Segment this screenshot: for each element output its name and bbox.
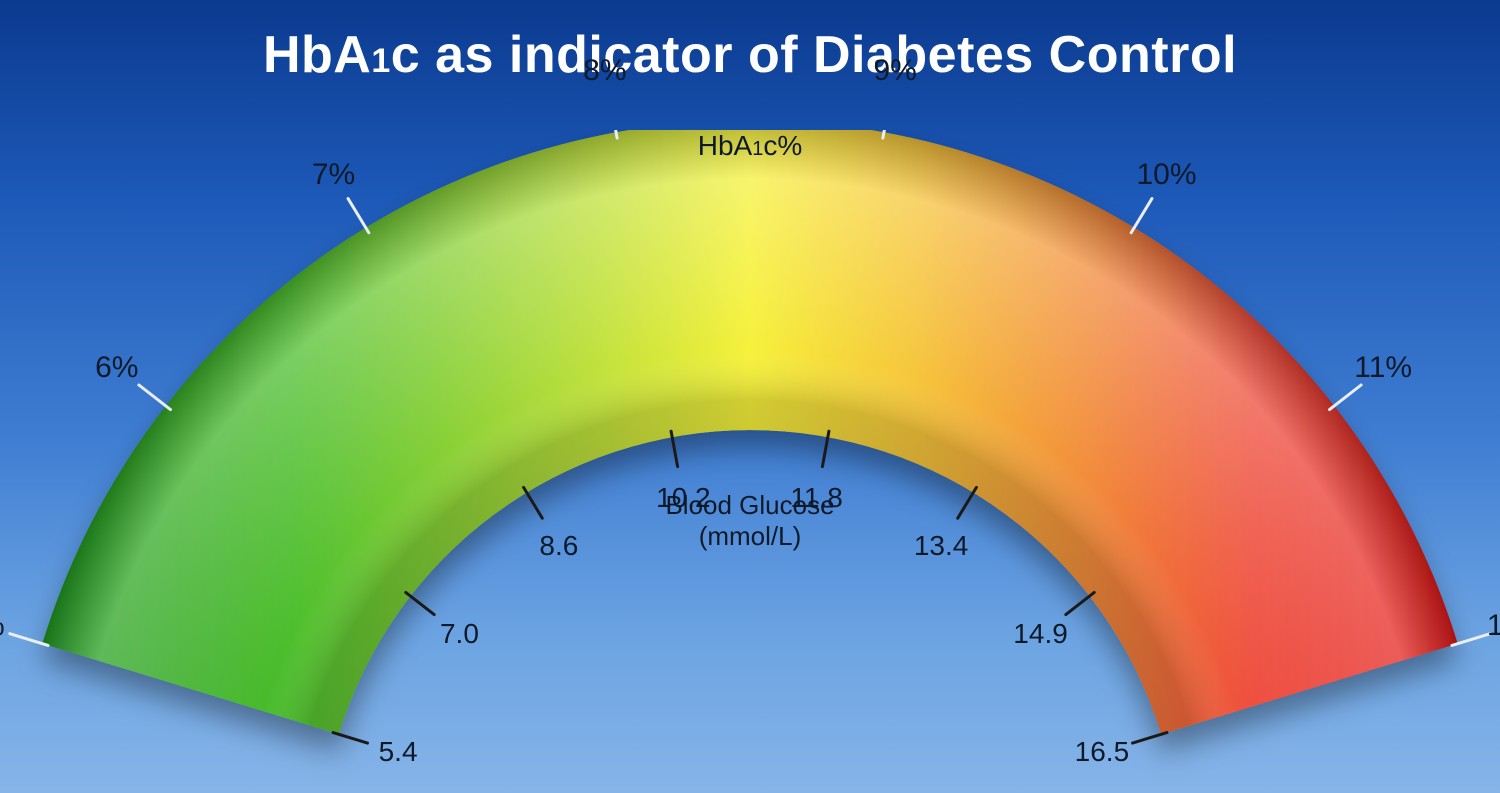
tick-outer [1330, 385, 1362, 410]
mmol-label: 11.8 [790, 482, 842, 514]
tick-inner [333, 733, 367, 744]
pct-label: 10% [1136, 158, 1196, 192]
pct-label: 6% [95, 351, 138, 385]
tick-inner [1066, 592, 1094, 614]
mmol-label: 5.4 [379, 736, 418, 768]
tick-outer [348, 199, 369, 233]
tick-outer [10, 634, 48, 646]
gauge-area: HbA1c% Blood Glucose (mmol/L) 5%5.46%7.0… [0, 130, 1500, 790]
mmol-label: 8.6 [539, 530, 578, 562]
title-part-1: HbA [263, 26, 371, 84]
pct-label: 5% [0, 609, 5, 643]
gauge-shade [42, 130, 1457, 734]
top-axis-subscript: 1 [752, 138, 763, 160]
tick-outer [1452, 634, 1490, 646]
tick-inner [524, 487, 543, 518]
mmol-label: 13.4 [914, 530, 969, 562]
mmol-label: 7.0 [440, 618, 479, 650]
title-part-2: c as indicator of Diabetes Control [391, 26, 1237, 84]
mmol-label: 14.9 [1013, 618, 1068, 650]
title-subscript: 1 [371, 42, 390, 80]
tick-inner [406, 592, 434, 614]
top-axis-part-2: c% [763, 130, 802, 161]
bottom-axis-line2: (mmol/L) [665, 521, 834, 552]
tick-outer [139, 385, 171, 410]
mmol-label: 16.5 [1075, 736, 1130, 768]
pct-label: 9% [873, 54, 916, 88]
tick-inner [958, 487, 977, 518]
mmol-label: 10.2 [656, 482, 711, 514]
pct-label: 12% [1487, 609, 1500, 643]
tick-outer [1131, 199, 1152, 233]
tick-inner [1133, 733, 1167, 744]
page-title: HbA1c as indicator of Diabetes Control [0, 25, 1500, 85]
gauge-svg [0, 130, 1500, 790]
pct-label: 7% [312, 158, 355, 192]
top-axis-part-1: HbA [698, 130, 752, 161]
page: HbA1c as indicator of Diabetes Control H… [0, 0, 1500, 793]
pct-label: 8% [583, 54, 626, 88]
top-axis-label: HbA1c% [698, 130, 803, 162]
pct-label: 11% [1354, 351, 1412, 385]
